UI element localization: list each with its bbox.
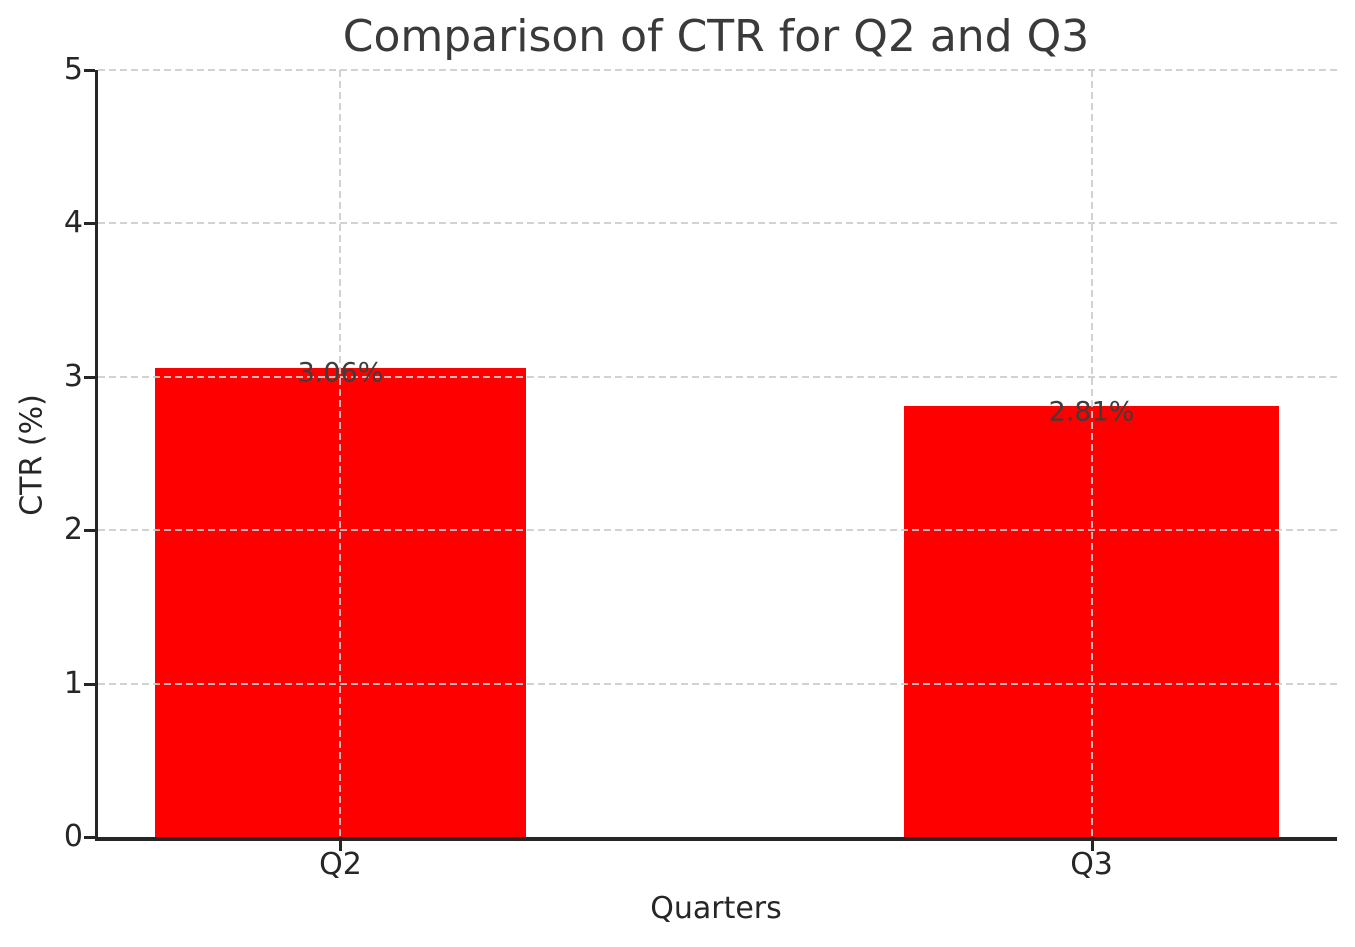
ytick-mark-5 — [84, 69, 95, 72]
xtick-mark-q3 — [1090, 841, 1094, 851]
bar-value-label-q2: 3.06% — [297, 357, 384, 389]
xtick-mark-q2 — [339, 841, 343, 851]
xtick-label-q3: Q3 — [1070, 847, 1113, 882]
ytick-label-5: 5 — [63, 52, 83, 87]
plot-area: 0 1 2 3 4 5 Q2 Q3 3.06% 2.81% — [64, 55, 1337, 882]
xtick-label-q2: Q2 — [319, 847, 362, 882]
ytick-mark-3 — [84, 375, 95, 379]
ytick-label-3: 3 — [63, 358, 83, 394]
ytick-label-4: 4 — [63, 205, 83, 241]
gridline-y5 — [98, 69, 1337, 71]
ytick-label-1: 1 — [63, 665, 83, 701]
ytick-mark-0 — [84, 836, 95, 839]
ytick-label-0: 0 — [63, 819, 83, 854]
x-axis-title: Quarters — [650, 891, 782, 926]
ytick-label-2: 2 — [63, 512, 83, 548]
chart-title: Comparison of CTR for Q2 and Q3 — [342, 11, 1090, 62]
ytick-mark-1 — [84, 682, 95, 686]
bar-q3 — [904, 405, 1280, 837]
ytick-mark-2 — [84, 529, 95, 533]
ytick-mark-4 — [84, 222, 95, 226]
bar-value-label-q3: 2.81% — [1048, 396, 1135, 428]
y-axis-title: CTR (%) — [14, 394, 50, 516]
gridline-y4 — [98, 222, 1337, 225]
bar-q2 — [154, 367, 526, 837]
